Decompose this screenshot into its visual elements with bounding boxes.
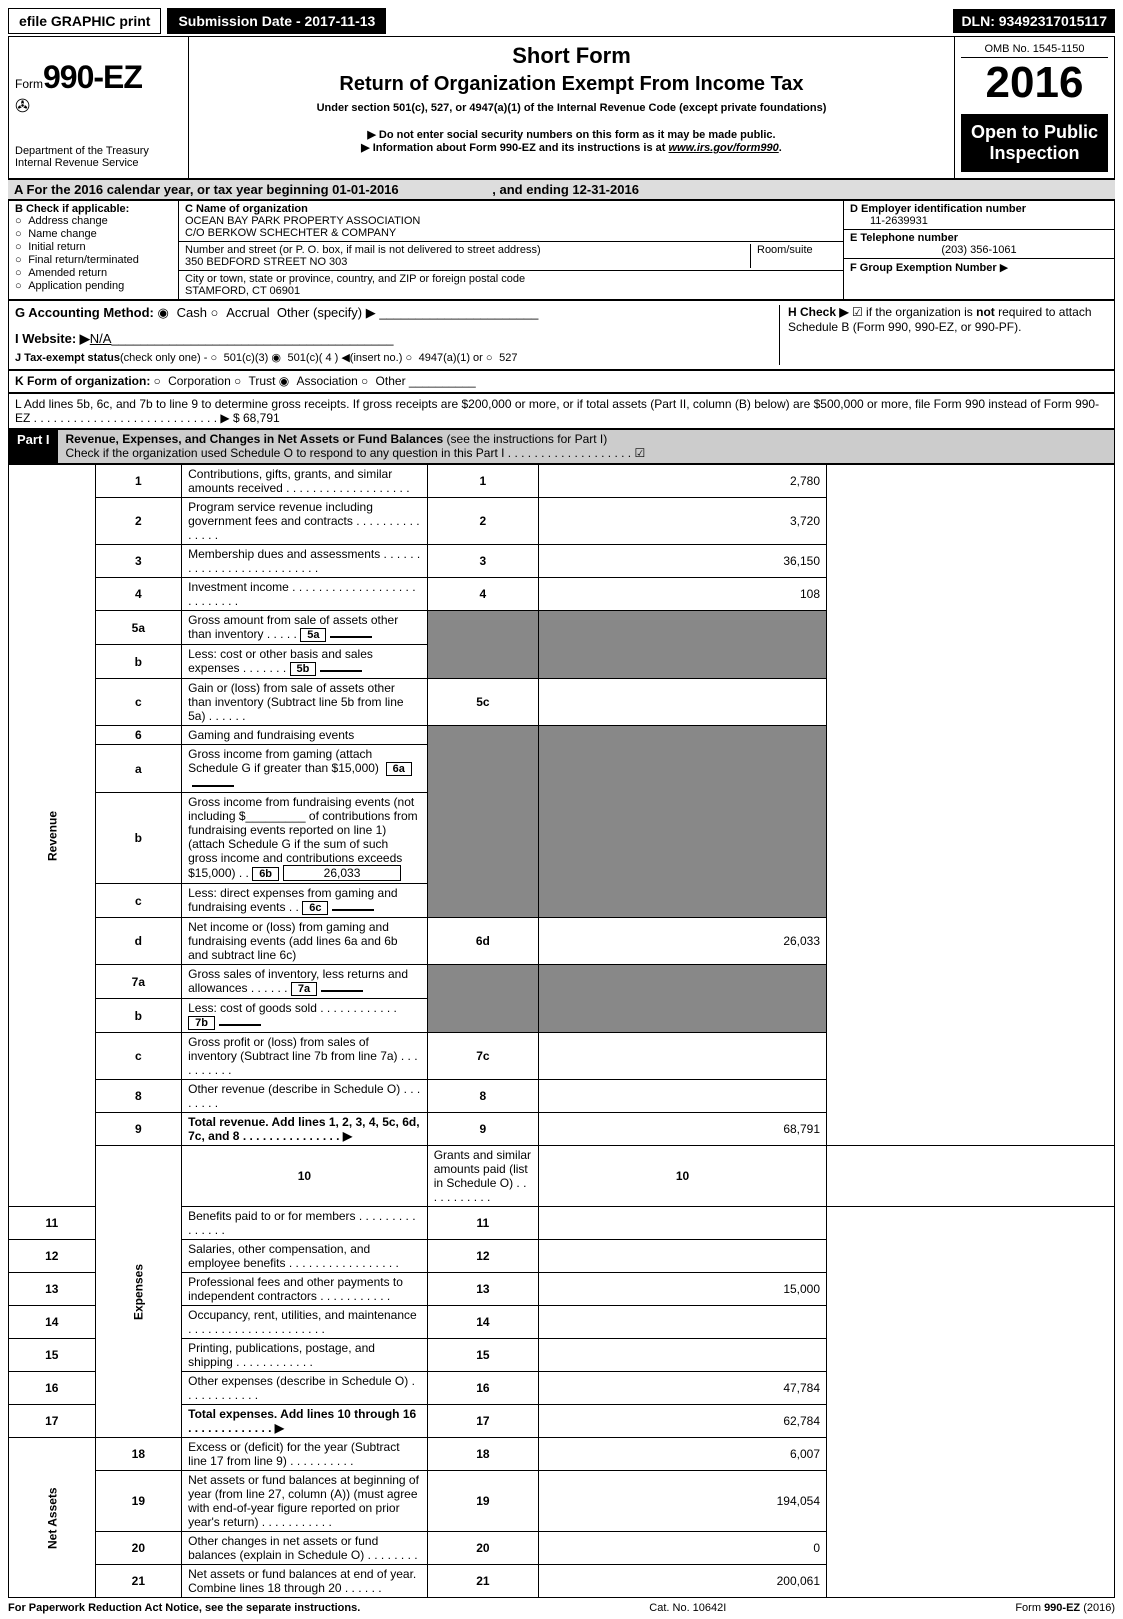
val-5a [330, 636, 372, 638]
parti-checkbox[interactable]: ☑ [634, 447, 645, 461]
val-11 [539, 1207, 827, 1240]
dept-label: Department of the Treasury Internal Reve… [15, 145, 182, 169]
checkbox-final-return-terminated[interactable]: ○ [15, 255, 28, 267]
period-bar: A For the 2016 calendar year, or tax yea… [8, 179, 1115, 200]
room-suite-label: Room/suite [750, 244, 837, 268]
org-address: 350 BEDFORD STREET NO 303 [185, 256, 347, 268]
val-5c [539, 679, 827, 726]
j-501c3[interactable]: ○ [210, 353, 223, 365]
val-10 [827, 1146, 1115, 1207]
main-title: Return of Organization Exempt From Incom… [195, 73, 948, 96]
val-6d: 26,033 [539, 918, 827, 965]
tax-year: 2016 [961, 58, 1108, 108]
checkbox-name-change[interactable]: ○ [15, 229, 28, 241]
val-18: 6,007 [539, 1438, 827, 1471]
k-row: K Form of organization: ○ Corporation ○ … [8, 370, 1115, 393]
k-opt-3[interactable]: ○ [361, 375, 375, 389]
info-note: ▶ Information about Form 990-EZ and its … [195, 141, 948, 154]
section-b: B Check if applicable: ○ Address change○… [9, 201, 179, 299]
irs-link[interactable]: www.irs.gov/form990 [669, 142, 779, 154]
gross-receipts: $ 68,791 [233, 411, 280, 425]
val-7b [219, 1024, 261, 1026]
val-13: 15,000 [539, 1273, 827, 1306]
val-4: 108 [539, 578, 827, 611]
short-form-title: Short Form [195, 43, 948, 69]
form-header: Form990-EZ ✇ Department of the Treasury … [8, 36, 1115, 179]
val-12 [539, 1240, 827, 1273]
val-16: 47,784 [539, 1372, 827, 1405]
val-9: 68,791 [539, 1113, 827, 1146]
val-14 [539, 1306, 827, 1339]
k-opt-2[interactable]: ◉ [279, 375, 297, 389]
ein-value: 11-2639931 [870, 215, 928, 227]
subtitle: Under section 501(c), 527, or 4947(a)(1)… [195, 102, 948, 114]
val-7c [539, 1033, 827, 1080]
part1-table: Revenue 1Contributions, gifts, grants, a… [8, 464, 1115, 1598]
checkbox-application-pending[interactable]: ○ [15, 281, 28, 293]
val-6b: 26,033 [283, 865, 401, 881]
org-info-grid: B Check if applicable: ○ Address change○… [8, 200, 1115, 300]
open-public-badge: Open to Public Inspection [961, 114, 1108, 172]
dln-label: DLN: 93492317015117 [953, 9, 1115, 33]
val-1: 2,780 [539, 465, 827, 498]
checkbox-initial-return[interactable]: ○ [15, 242, 28, 254]
submission-date-button[interactable]: Submission Date - 2017-11-13 [167, 8, 386, 34]
efile-print-button[interactable]: efile GRAPHIC print [8, 8, 161, 34]
netassets-label: Net Assets [9, 1438, 96, 1598]
org-city: STAMFORD, CT 06901 [185, 285, 300, 297]
val-6a [192, 785, 234, 787]
omb-label: OMB No. 1545-1150 [961, 43, 1108, 58]
j-501c[interactable]: ◉ [271, 353, 287, 365]
g-h-row: G Accounting Method: ◉ Cash ○ Accrual Ot… [8, 300, 1115, 370]
j-527[interactable]: ○ [486, 353, 499, 365]
org-co: C/O BERKOW SCHECHTER & COMPANY [185, 227, 396, 239]
val-8 [539, 1080, 827, 1113]
expenses-label: Expenses [95, 1146, 182, 1438]
val-3: 36,150 [539, 545, 827, 578]
cash-radio[interactable]: ◉ [158, 306, 177, 321]
ssn-note: ▶ Do not enter social security numbers o… [195, 128, 948, 141]
website-value: N/A [90, 331, 112, 346]
val-19: 194,054 [539, 1471, 827, 1532]
right-info: D Employer identification number11-26399… [844, 201, 1114, 299]
phone-value: (203) 356-1061 [850, 244, 1108, 256]
val-21: 200,061 [539, 1565, 827, 1598]
val-15 [539, 1339, 827, 1372]
section-c: C Name of organization OCEAN BAY PARK PR… [179, 201, 844, 299]
val-17: 62,784 [539, 1405, 827, 1438]
k-opt-0[interactable]: ○ [154, 375, 168, 389]
footer: For Paperwork Reduction Act Notice, see … [8, 1602, 1115, 1614]
part1-header: Part I Revenue, Expenses, and Changes in… [8, 429, 1115, 464]
checkbox-address-change[interactable]: ○ [15, 216, 28, 228]
revenue-label: Revenue [9, 465, 96, 1207]
k-opt-1[interactable]: ○ [234, 375, 248, 389]
form-prefix: Form [15, 77, 43, 91]
h-checkbox[interactable]: ☑ [852, 306, 863, 320]
top-bar: efile GRAPHIC print Submission Date - 20… [8, 8, 1115, 34]
form-number: 990-EZ [43, 59, 142, 95]
val-2: 3,720 [539, 498, 827, 545]
val-7a [321, 990, 363, 992]
val-5b [320, 670, 362, 672]
val-6c [332, 909, 374, 911]
j-4947[interactable]: ○ [405, 353, 418, 365]
val-20: 0 [539, 1532, 827, 1565]
org-name: OCEAN BAY PARK PROPERTY ASSOCIATION [185, 215, 420, 227]
checkbox-amended-return[interactable]: ○ [15, 268, 28, 280]
l-row: L Add lines 5b, 6c, and 7b to line 9 to … [8, 393, 1115, 429]
accrual-radio[interactable]: ○ [211, 306, 227, 321]
